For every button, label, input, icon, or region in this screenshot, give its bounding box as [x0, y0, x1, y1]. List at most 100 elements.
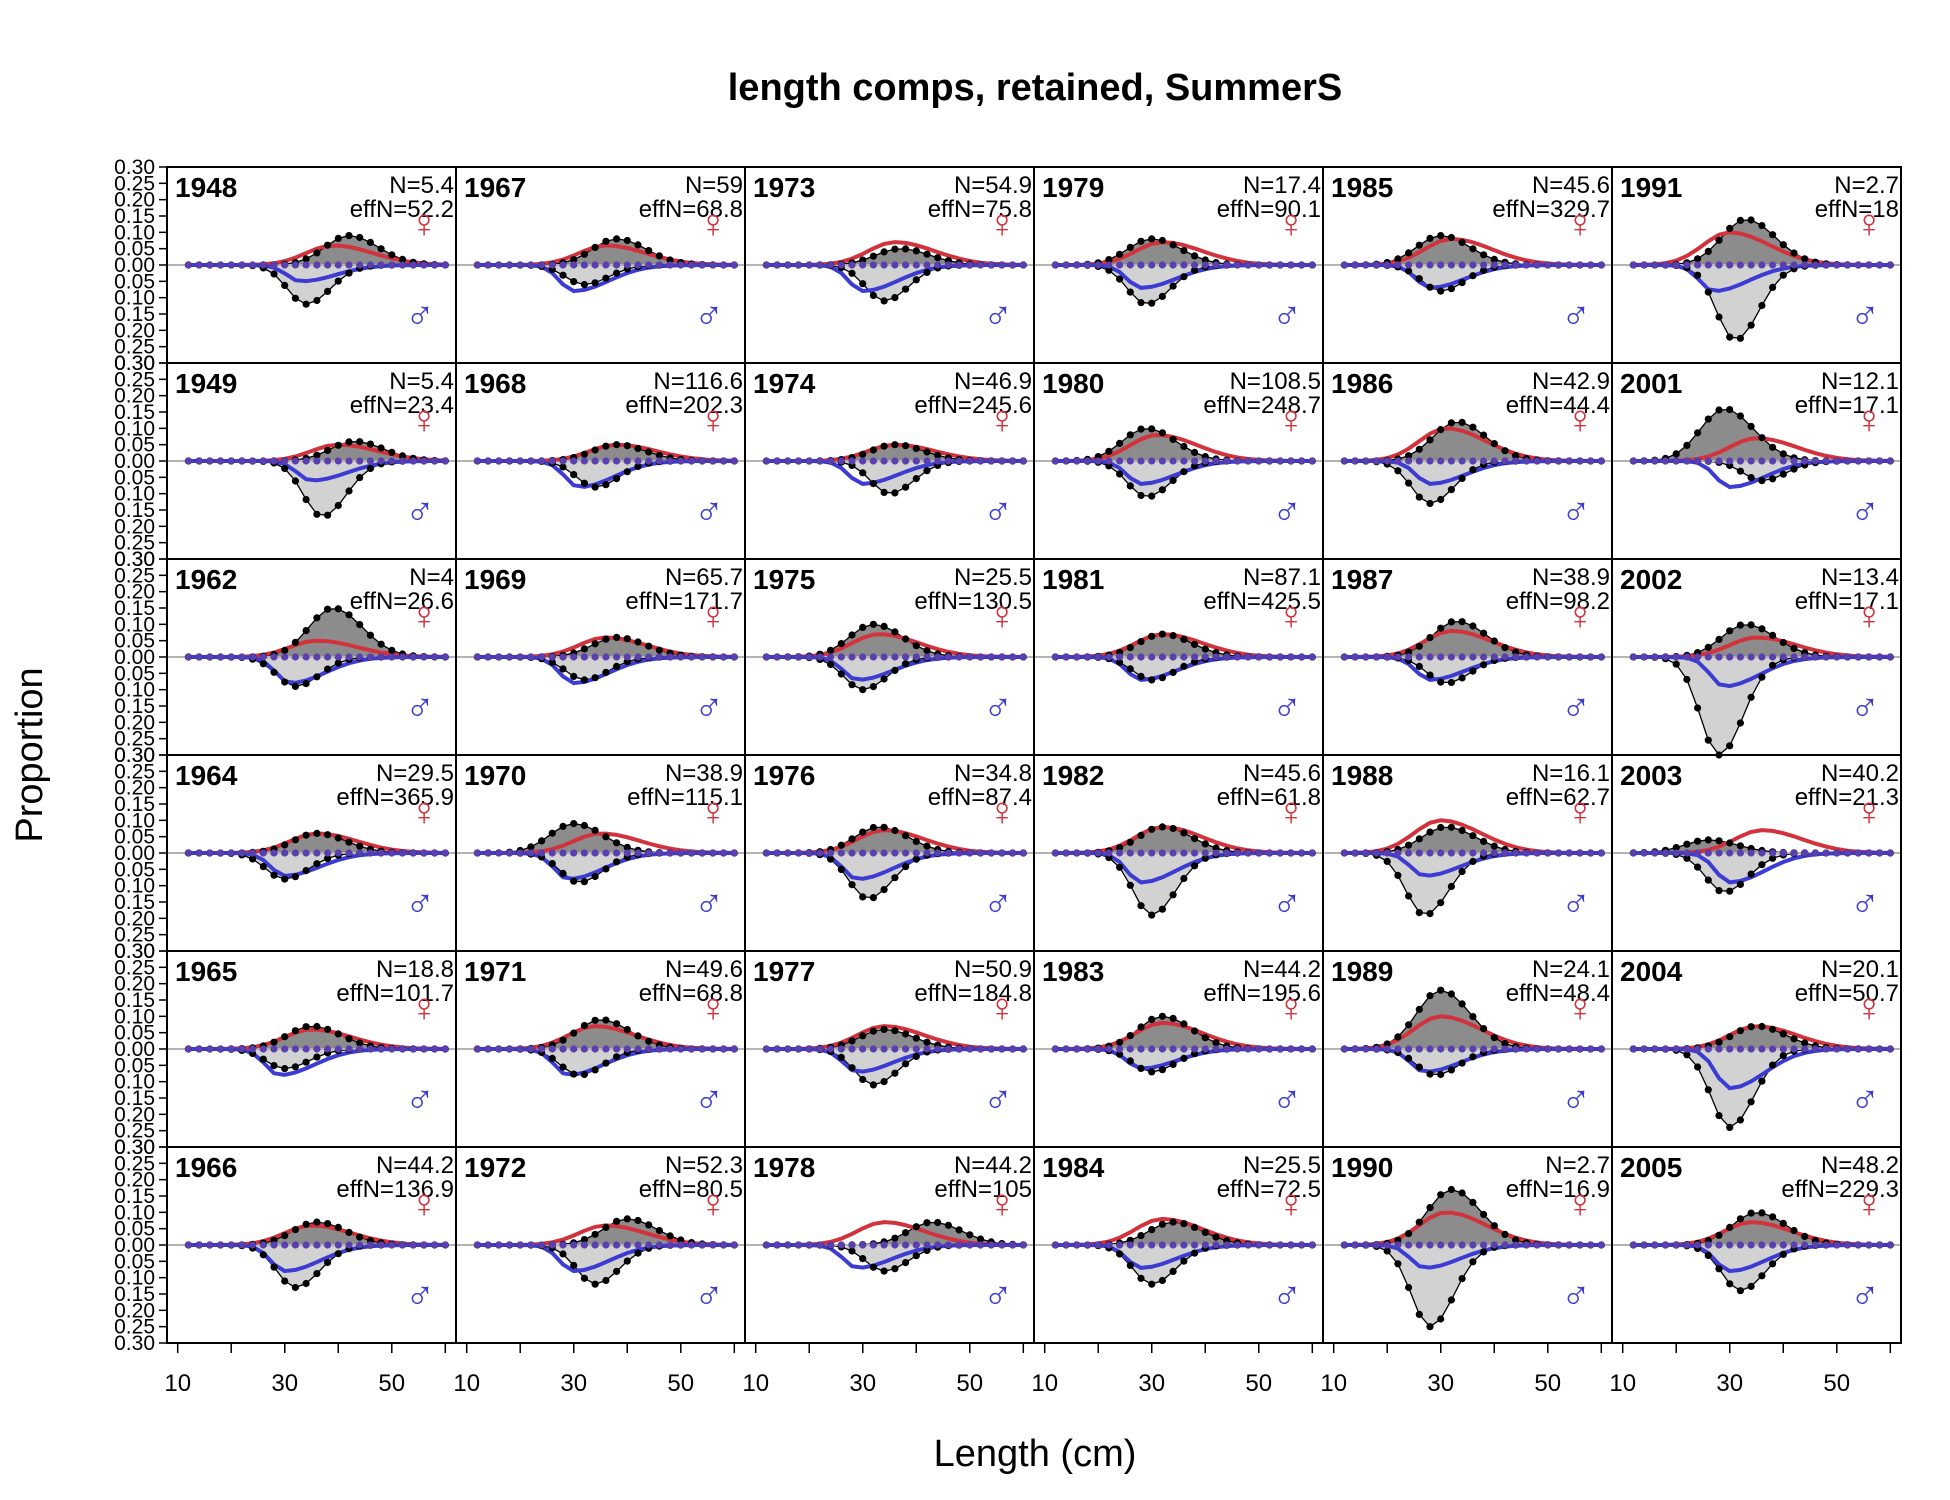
- obs-female-point: [923, 647, 931, 655]
- zero-bin-point: [1694, 1241, 1702, 1249]
- obs-female-point: [1158, 236, 1166, 245]
- obs-male-point: [848, 269, 856, 277]
- obs-male-point: [1704, 736, 1712, 744]
- zero-bin-point: [1426, 457, 1434, 465]
- obs-female-point: [366, 440, 374, 448]
- zero-bin-point: [1287, 653, 1295, 661]
- zero-bin-point: [1180, 457, 1188, 465]
- obs-female-point: [281, 646, 289, 654]
- zero-bin-point: [345, 1045, 353, 1053]
- zero-bin-point: [1886, 1045, 1894, 1053]
- zero-bin-point: [1833, 653, 1841, 661]
- y-tick-label: 0.30: [114, 744, 155, 767]
- zero-bin-point: [195, 261, 203, 269]
- zero-bin-point: [869, 849, 877, 857]
- zero-bin-point: [1287, 1045, 1295, 1053]
- panel-n-label: N=38.9: [1532, 564, 1610, 591]
- zero-bin-point: [1415, 261, 1423, 269]
- obs-female-point: [1747, 216, 1755, 224]
- obs-male-point: [1426, 283, 1434, 291]
- obs-male-point: [1394, 467, 1402, 475]
- zero-bin-point: [184, 1241, 192, 1249]
- zero-bin-point: [998, 653, 1006, 661]
- female-symbol: ♀: [987, 594, 1017, 638]
- obs-female-point: [580, 1236, 588, 1244]
- female-symbol: ♀: [1276, 398, 1306, 442]
- obs-female-point: [356, 233, 364, 242]
- zero-bin-point: [1233, 457, 1241, 465]
- zero-bin-point: [206, 849, 214, 857]
- zero-bin-point: [388, 1045, 396, 1053]
- zero-bin-point: [1843, 261, 1852, 269]
- obs-female-point: [1426, 1204, 1434, 1212]
- zero-bin-point: [666, 1045, 674, 1053]
- obs-male-point: [602, 1059, 610, 1067]
- obs-male-point: [334, 501, 342, 510]
- x-axis-label: Length (cm): [934, 1433, 1137, 1475]
- obs-female-point: [1383, 1040, 1391, 1048]
- zero-bin-point: [1009, 653, 1017, 661]
- zero-bin-point: [1073, 653, 1081, 661]
- obs-female-point: [334, 1223, 342, 1231]
- obs-female-point: [902, 245, 910, 253]
- observed-female-area: [477, 1019, 735, 1050]
- obs-female-point: [602, 833, 610, 841]
- obs-female-point: [356, 438, 364, 446]
- zero-bin-point: [1683, 261, 1691, 269]
- obs-female-point: [356, 1039, 364, 1047]
- zero-bin-point: [184, 261, 192, 269]
- obs-male-point: [880, 297, 888, 305]
- obs-male-point: [1758, 1077, 1766, 1085]
- zero-bin-point: [313, 261, 321, 269]
- zero-bin-point: [1372, 653, 1381, 661]
- obs-female-point: [313, 614, 321, 622]
- zero-bin-point: [1811, 1241, 1819, 1249]
- zero-bin-point: [720, 1045, 728, 1053]
- zero-bin-point: [206, 1045, 214, 1053]
- zero-bin-point: [687, 261, 696, 269]
- zero-bin-point: [1437, 849, 1445, 857]
- obs-male-point: [291, 1283, 299, 1292]
- zero-bin-point: [281, 849, 289, 857]
- zero-bin-point: [366, 457, 374, 465]
- panel-effn-label: effN=425.5: [1203, 588, 1321, 615]
- zero-bin-point: [473, 1045, 481, 1053]
- zero-bin-point: [762, 653, 770, 661]
- zero-bin-point: [516, 653, 524, 661]
- zero-bin-point: [1843, 457, 1852, 465]
- obs-female-point: [1116, 1038, 1124, 1046]
- obs-female-point: [591, 243, 599, 251]
- obs-female-point: [1191, 835, 1199, 843]
- zero-bin-point: [473, 1241, 481, 1249]
- obs-female-point: [1201, 1034, 1209, 1042]
- zero-bin-point: [548, 1045, 556, 1053]
- zero-bin-point: [859, 261, 867, 269]
- zero-bin-point: [1640, 1241, 1648, 1249]
- zero-bin-point: [1886, 1241, 1894, 1249]
- obs-female-point: [623, 236, 631, 245]
- zero-bin-point: [730, 1241, 738, 1249]
- zero-bin-point: [1533, 849, 1541, 857]
- zero-bin-point: [1447, 261, 1455, 269]
- zero-bin-point: [1565, 653, 1573, 661]
- zero-bin-point: [356, 1241, 364, 1249]
- zero-bin-point: [345, 1241, 353, 1249]
- zero-bin-point: [291, 1241, 299, 1249]
- zero-bin-point: [291, 653, 299, 661]
- y-tick-label: 0.30: [114, 744, 155, 767]
- female-symbol: ♀: [409, 1182, 439, 1226]
- x-tick-label: 50: [1823, 1370, 1850, 1397]
- zero-bin-point: [591, 1045, 599, 1053]
- obs-female-point: [291, 836, 299, 844]
- zero-bin-point: [249, 261, 257, 269]
- zero-bin-point: [859, 653, 867, 661]
- obs-female-point: [580, 821, 588, 830]
- zero-bin-point: [784, 457, 792, 465]
- zero-bin-point: [655, 1045, 663, 1053]
- zero-bin-point: [1265, 653, 1274, 661]
- zero-bin-point: [1426, 849, 1434, 857]
- obs-female-point: [1169, 241, 1177, 249]
- zero-bin-point: [249, 653, 257, 661]
- obs-female-point: [837, 841, 845, 849]
